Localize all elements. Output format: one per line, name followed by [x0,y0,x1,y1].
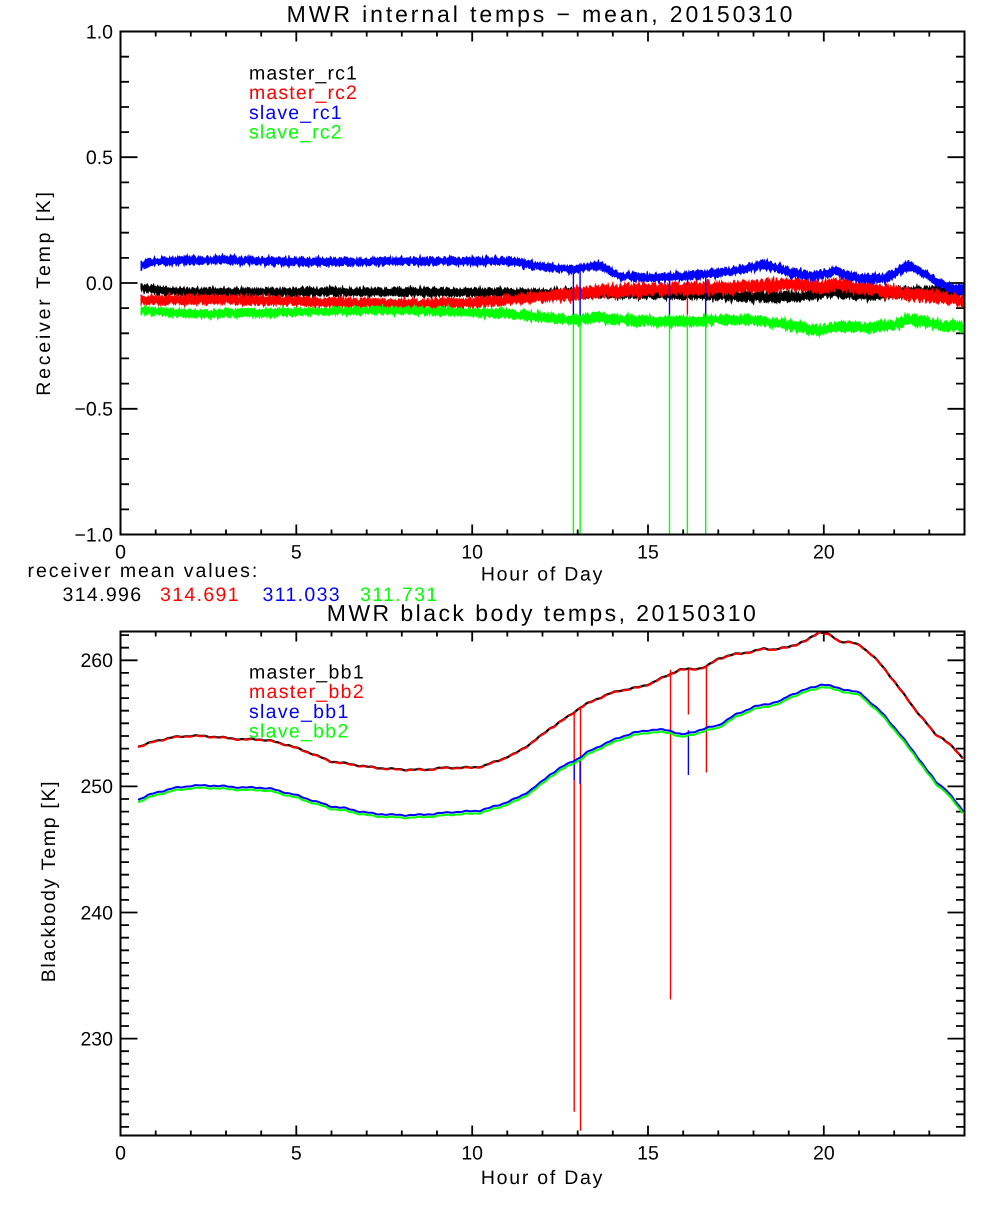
svg-text:0.0: 0.0 [86,273,113,295]
svg-text:5: 5 [291,1143,302,1165]
svg-text:master_rc2: master_rc2 [249,82,358,104]
svg-text:0.5: 0.5 [86,147,113,169]
svg-text:10: 10 [461,542,483,564]
svg-text:15: 15 [637,1143,659,1165]
svg-text:receiver mean values:: receiver mean values: [28,560,260,582]
svg-text:311.033: 311.033 [263,584,342,606]
svg-text:master_bb2: master_bb2 [249,681,365,703]
svg-text:15: 15 [637,542,659,564]
svg-text:1.0: 1.0 [86,21,113,43]
svg-text:10: 10 [461,1143,483,1165]
svg-text:MWR internal temps − mean, 201: MWR internal temps − mean, 20150310 [287,1,796,27]
svg-text:Blackbody Temp [K]: Blackbody Temp [K] [38,780,60,983]
svg-text:20: 20 [813,1143,835,1165]
svg-text:0: 0 [115,1143,126,1165]
svg-text:master_rc1: master_rc1 [249,63,358,85]
svg-text:slave_bb1: slave_bb1 [249,701,350,723]
svg-text:slave_rc1: slave_rc1 [249,102,343,124]
svg-text:250: 250 [80,776,113,798]
svg-text:Hour of Day: Hour of Day [481,1167,604,1189]
svg-text:0: 0 [115,542,126,564]
svg-text:20: 20 [813,542,835,564]
svg-text:230: 230 [80,1028,113,1050]
svg-text:−1.0: −1.0 [75,524,114,546]
svg-text:Receiver Temp [K]: Receiver Temp [K] [33,189,55,396]
svg-text:Hour of Day: Hour of Day [481,564,604,586]
svg-text:MWR black body temps, 20150310: MWR black body temps, 20150310 [327,600,758,626]
svg-text:−0.5: −0.5 [75,399,114,421]
svg-text:master_bb1: master_bb1 [249,662,365,684]
svg-text:5: 5 [291,542,302,564]
svg-text:slave_rc2: slave_rc2 [249,122,343,144]
svg-text:260: 260 [80,650,113,672]
svg-text:240: 240 [80,902,113,924]
svg-text:314.996: 314.996 [63,584,143,606]
svg-text:311.731: 311.731 [360,584,439,606]
svg-text:slave_bb2: slave_bb2 [249,721,350,743]
svg-text:314.691: 314.691 [160,584,240,606]
